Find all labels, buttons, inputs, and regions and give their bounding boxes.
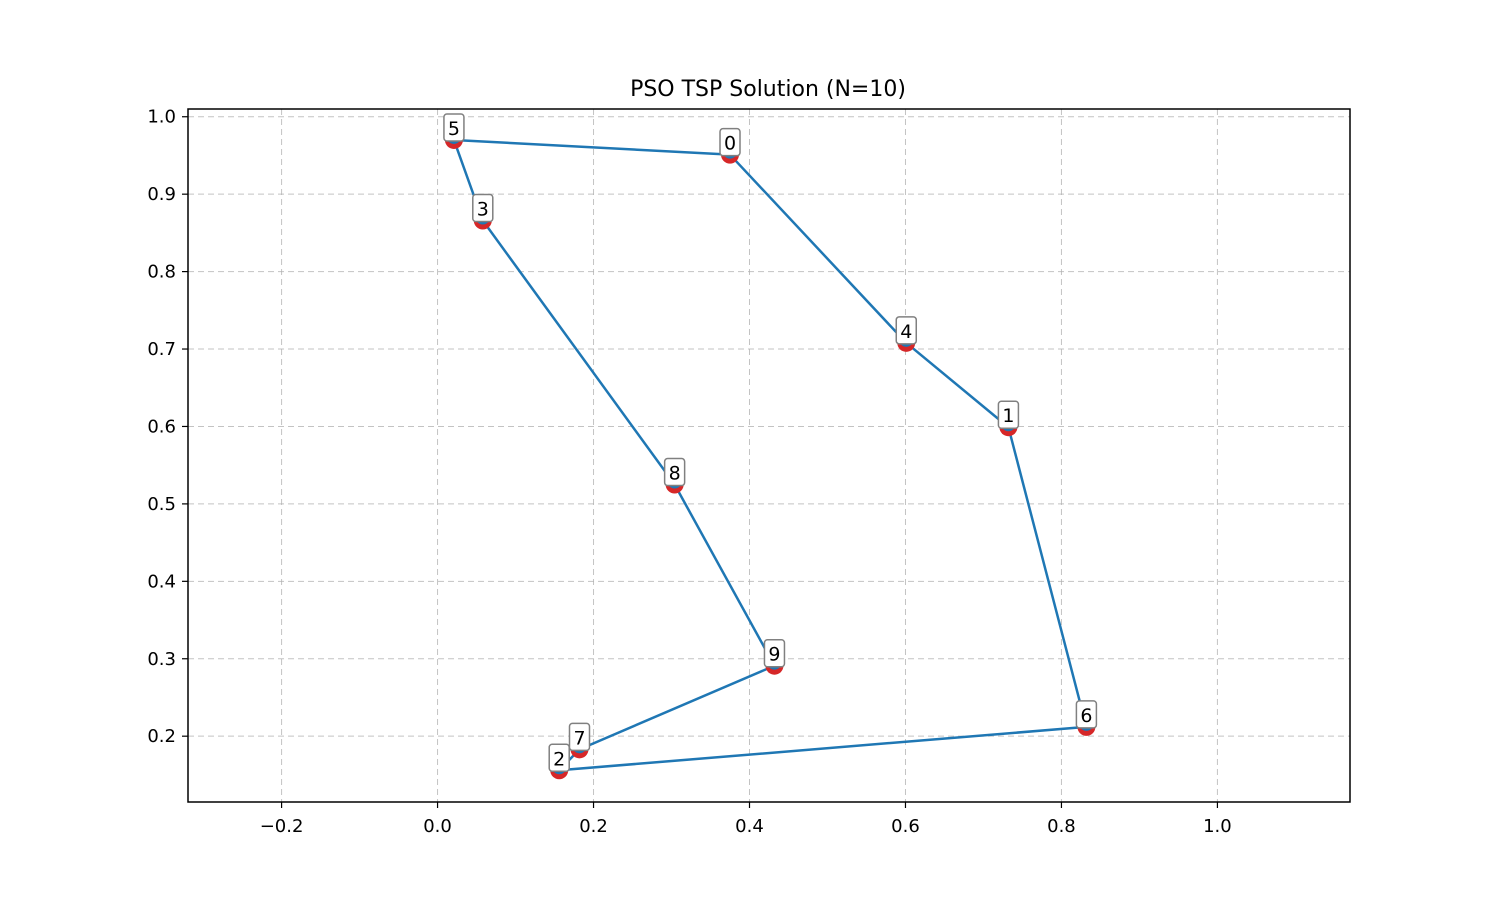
y-tick-label: 0.6 xyxy=(147,416,176,437)
city-label: 1 xyxy=(1002,405,1014,427)
city-label: 7 xyxy=(573,727,585,749)
city-label-box xyxy=(895,316,918,345)
x-tick-label: 0.4 xyxy=(735,816,764,837)
route-segment xyxy=(452,138,732,156)
y-tick-label: 0.2 xyxy=(147,726,176,747)
city-label-box xyxy=(548,743,570,773)
city-label-box xyxy=(997,400,1020,429)
city-label: 8 xyxy=(669,463,681,485)
y-tick-label: 0.7 xyxy=(147,339,176,360)
city-label-box xyxy=(568,722,591,752)
y-tick-label: 1.0 xyxy=(147,107,176,128)
route-segment xyxy=(905,341,1010,429)
x-tick-label: −0.2 xyxy=(260,816,304,837)
city-label-box xyxy=(1075,700,1098,729)
city-label: 6 xyxy=(1080,705,1092,727)
city-label: 5 xyxy=(448,118,460,140)
city-nodes: 0 1 2 3 4 5 6 7 8 9 xyxy=(443,113,1098,780)
route-segment xyxy=(1007,425,1088,729)
city-label-box xyxy=(663,457,686,487)
route-segment xyxy=(481,219,676,486)
route-segment xyxy=(578,664,776,751)
route-segment xyxy=(728,153,908,345)
city-label: 4 xyxy=(900,321,912,343)
x-tick-label: 0.8 xyxy=(1047,816,1076,837)
y-tick-label: 0.5 xyxy=(147,494,176,515)
x-tick-label: 1.0 xyxy=(1203,816,1232,837)
route-segment xyxy=(557,725,1088,772)
route-segment xyxy=(673,483,776,667)
city-label-box xyxy=(719,127,741,157)
city-label-box xyxy=(472,193,494,223)
y-tick-label: 0.4 xyxy=(147,571,176,592)
y-tick-label: 0.9 xyxy=(147,184,176,205)
y-tick-label: 0.8 xyxy=(147,262,176,283)
plot-frame xyxy=(187,108,1351,803)
city-label: 9 xyxy=(768,644,780,666)
y-tick-label: 0.3 xyxy=(147,649,176,670)
city-label: 0 xyxy=(724,133,736,155)
city-label: 2 xyxy=(553,748,565,770)
axis-ticks: −0.2 0.0 0.2 0.4 0.6 0.8 1.0 0.2 0.3 0.4 0.5 0.6 0.7… xyxy=(147,107,1231,837)
x-tick-label: 0.6 xyxy=(891,816,920,837)
x-tick-label: 0.2 xyxy=(579,816,608,837)
grid-lines xyxy=(188,109,1350,802)
city-label-box xyxy=(763,638,786,668)
city-label: 3 xyxy=(477,198,489,220)
x-tick-label: 0.0 xyxy=(423,816,452,837)
chart-title: PSO TSP Solution (N=10) xyxy=(630,77,906,102)
city-label-box xyxy=(443,113,465,142)
route-lines xyxy=(452,138,1088,772)
